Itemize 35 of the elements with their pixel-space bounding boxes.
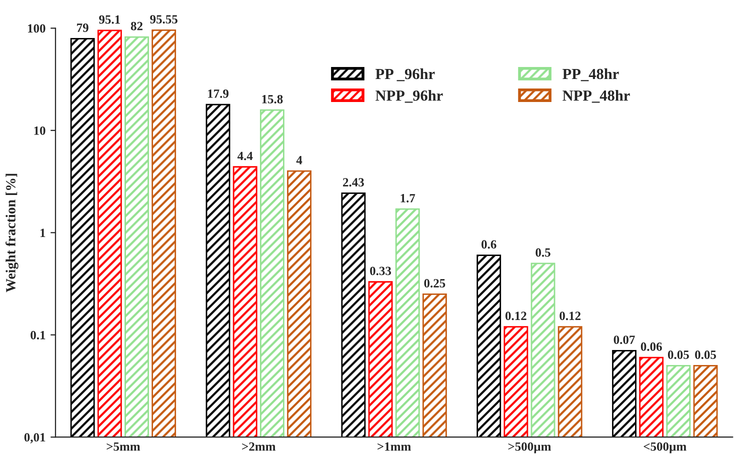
y-tick-label: 0,01: [24, 433, 46, 444]
data-label: 0.07: [614, 336, 635, 344]
data-label: 4: [296, 156, 302, 164]
x-tick-label: >1mm: [378, 442, 411, 451]
x-tick-label: >500µm: [508, 442, 551, 454]
data-label: 79: [77, 24, 88, 32]
y-tick-label: 10: [34, 126, 46, 135]
x-tick-label: >5mm: [106, 442, 140, 451]
data-label: 17.9: [208, 89, 228, 98]
data-label: 0.5: [536, 248, 550, 257]
data-label: 95.55: [150, 15, 178, 24]
data-label: 95.1: [99, 15, 120, 24]
data-label: 0.33: [370, 266, 392, 276]
x-tick-label: >2mm: [242, 442, 276, 451]
data-label: 82: [130, 22, 142, 30]
y-tick-label: 1: [40, 228, 46, 237]
data-label: 0.12: [560, 312, 580, 320]
data-label: 0.05: [668, 350, 689, 359]
x-tick-label: <500µm: [644, 442, 686, 454]
data-label: 15.8: [262, 94, 283, 104]
data-label: 0.25: [424, 279, 446, 288]
data-label: 0.12: [505, 312, 526, 320]
legend-label: NPP_48hr: [562, 90, 630, 103]
data-label: 4.4: [237, 152, 253, 160]
data-label: 1.7: [400, 194, 416, 202]
legend-label: PP_48hr: [562, 68, 619, 82]
legend-label: PP _96hr: [375, 68, 435, 82]
data-label: 0.6: [482, 240, 496, 249]
y-axis-title: Weight fraction [%]: [6, 174, 18, 292]
y-tick-label: 0.1: [30, 330, 46, 340]
data-label: 0.05: [695, 350, 716, 359]
legend-label: NPP_96hr: [376, 90, 443, 103]
data-label: 2.43: [343, 178, 364, 187]
y-tick-label: 100: [28, 24, 46, 33]
data-label: 0.06: [640, 342, 662, 351]
